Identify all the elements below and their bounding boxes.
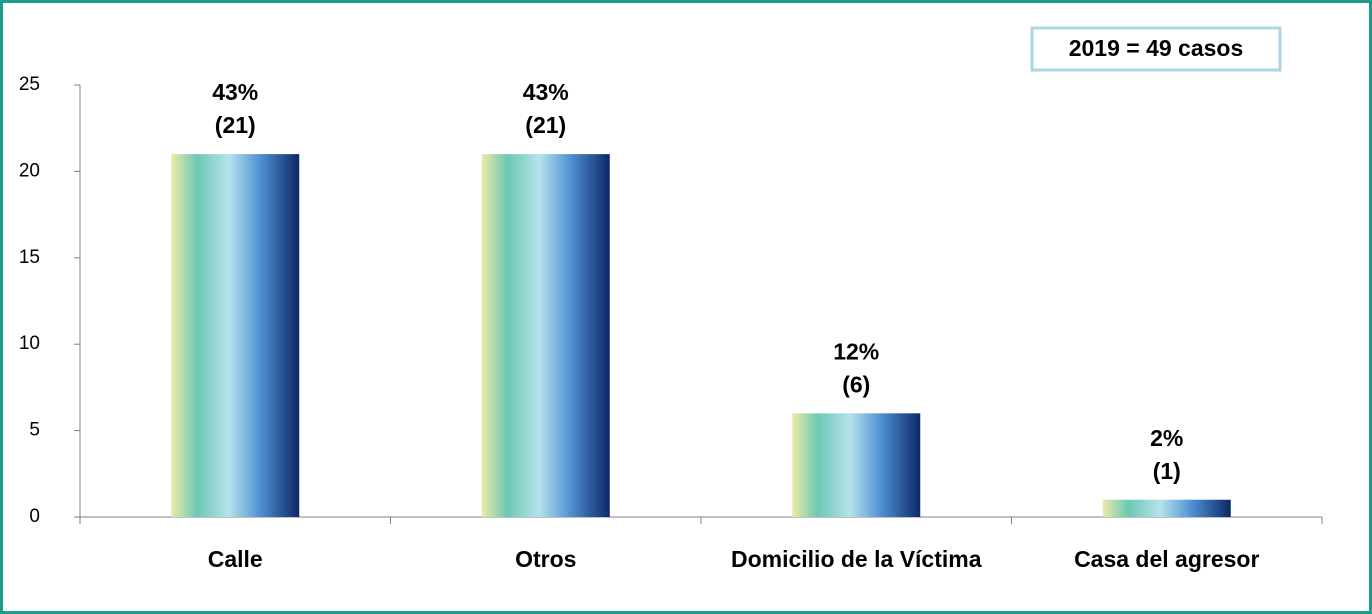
percent-label: 12% bbox=[833, 338, 879, 364]
y-tick-label: 20 bbox=[19, 160, 40, 181]
annotation: 2019 = 49 casos bbox=[1069, 35, 1244, 61]
bar bbox=[481, 154, 610, 517]
value-label: (6) bbox=[842, 371, 870, 397]
bar bbox=[1102, 499, 1231, 517]
y-tick-label: 10 bbox=[19, 333, 40, 354]
percent-label: 2% bbox=[1150, 425, 1183, 451]
x-tick-label: Calle bbox=[208, 546, 263, 572]
value-label: (1) bbox=[1153, 458, 1181, 484]
percent-label: 43% bbox=[212, 79, 258, 105]
y-tick-label: 5 bbox=[29, 420, 40, 441]
y-tick-label: 25 bbox=[19, 74, 40, 95]
bar bbox=[792, 413, 921, 517]
value-label: (21) bbox=[215, 112, 256, 138]
value-label: (21) bbox=[525, 112, 566, 138]
x-tick-label: Domicilio de la Víctima bbox=[731, 546, 982, 572]
x-tick-label: Otros bbox=[515, 546, 576, 572]
y-tick-label: 15 bbox=[19, 247, 40, 268]
y-tick-label: 0 bbox=[29, 506, 40, 527]
annotation-box bbox=[1030, 26, 1282, 72]
bar bbox=[171, 154, 300, 517]
percent-label: 43% bbox=[523, 79, 569, 105]
x-tick-label: Casa del agresor bbox=[1074, 546, 1259, 572]
